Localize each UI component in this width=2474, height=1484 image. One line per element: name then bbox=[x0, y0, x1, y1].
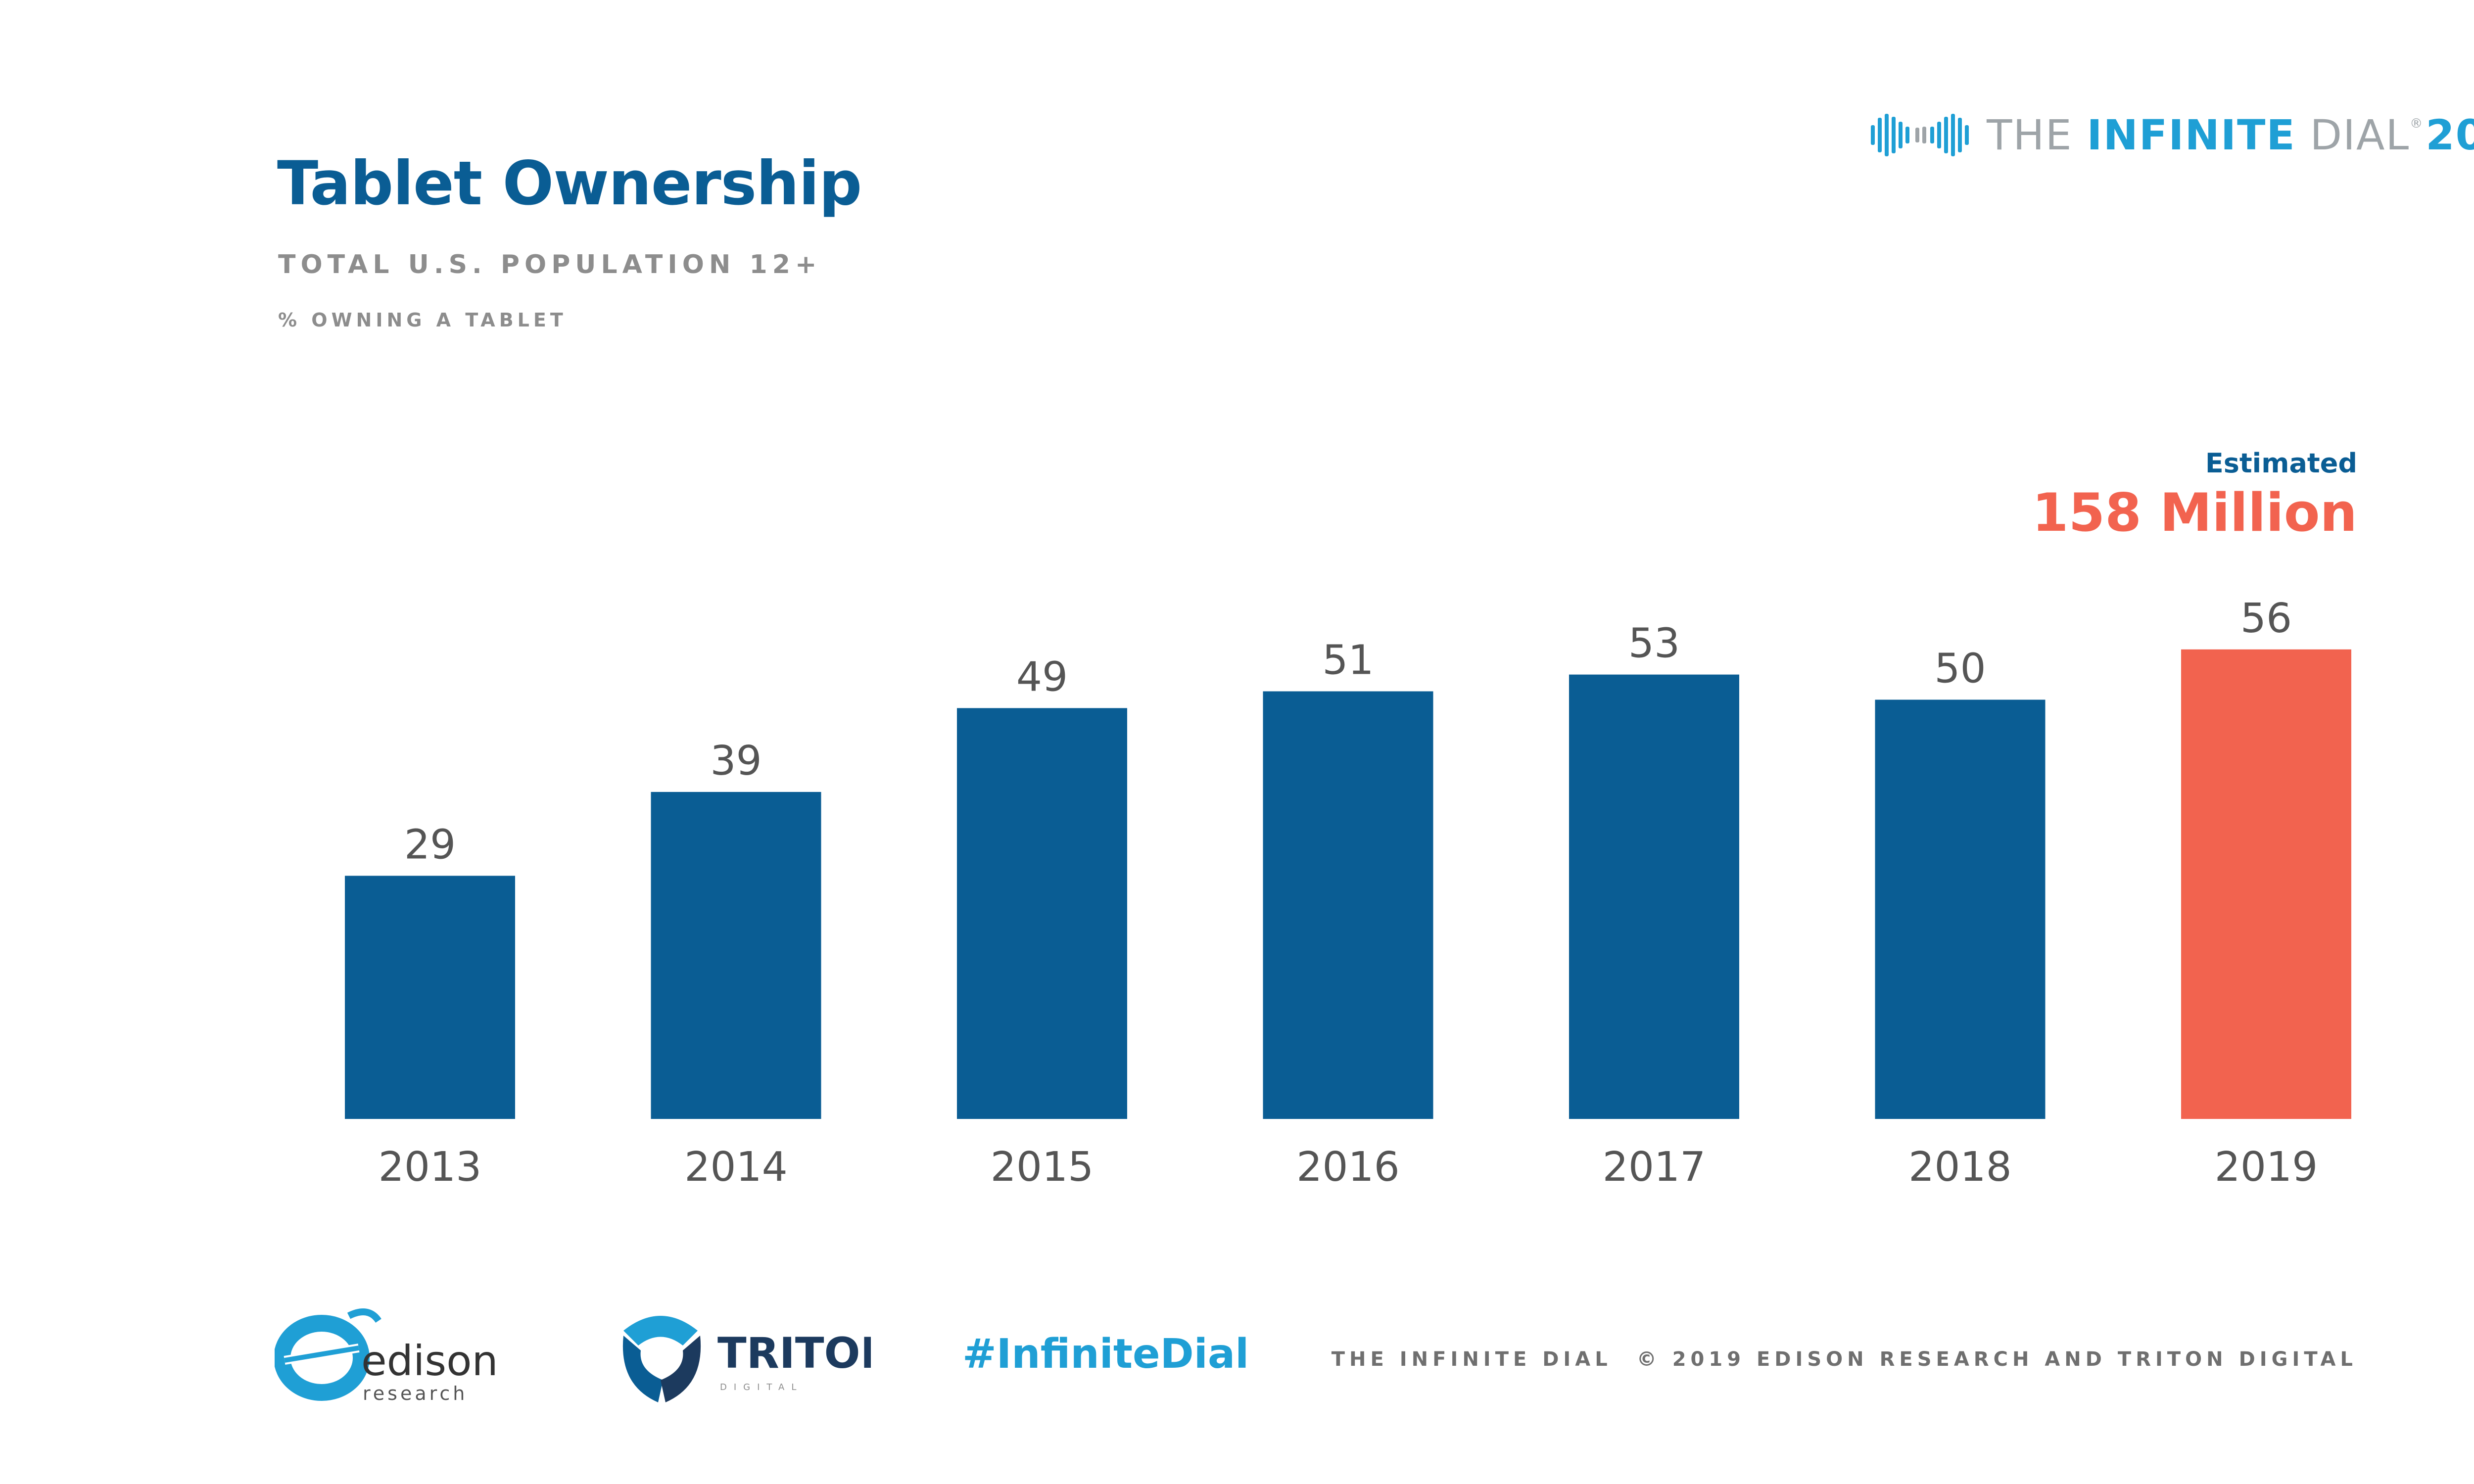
edison-research-logo: edison research bbox=[275, 1308, 498, 1404]
brand-registered-mark: ® bbox=[2410, 116, 2424, 131]
brand-prefix: THE bbox=[1987, 111, 2087, 159]
tick-label-2017: 2017 bbox=[1603, 1144, 1706, 1191]
value-label-2018: 50 bbox=[1934, 646, 1986, 693]
infinite-dial-logo-icon bbox=[1871, 114, 1969, 156]
tick-label-2016: 2016 bbox=[1296, 1144, 1400, 1191]
brand-suffix: DIAL bbox=[2295, 111, 2410, 159]
metric-label: % OWNING A TABLET bbox=[278, 309, 567, 331]
infinite-dial-brand: THE INFINITE DIAL®2019 bbox=[1868, 108, 2474, 162]
page-title: Tablet Ownership bbox=[277, 148, 862, 219]
bar-2019 bbox=[2181, 649, 2351, 1119]
dial-label: THE INFINITE DIAL bbox=[1331, 1348, 1612, 1371]
estimate-label: Estimated bbox=[2205, 448, 2357, 479]
tick-label-2013: 2013 bbox=[379, 1144, 482, 1191]
edison-sub: research bbox=[363, 1383, 468, 1404]
bar-2018 bbox=[1875, 699, 2046, 1119]
bar-2015 bbox=[957, 708, 1127, 1119]
tick-label-2014: 2014 bbox=[684, 1144, 788, 1191]
hashtag: #InfiniteDial bbox=[962, 1331, 1249, 1378]
copyright: THE INFINITE DIAL © 2019 EDISON RESEARCH … bbox=[1332, 1348, 2357, 1371]
bar-2013 bbox=[345, 876, 515, 1119]
brand-highlight: INFINITE bbox=[2087, 111, 2296, 159]
triton-name: TRITON bbox=[717, 1329, 871, 1378]
tick-label-2019: 2019 bbox=[2215, 1144, 2318, 1191]
triton-digital-logo: TRITON DIGITAL bbox=[622, 1316, 871, 1402]
infinite-dial-wordmark: THE INFINITE DIAL®2019 bbox=[1987, 111, 2474, 159]
triton-sub: DIGITAL bbox=[720, 1382, 803, 1392]
edison-name: edison bbox=[361, 1337, 498, 1385]
value-label-2019: 56 bbox=[2240, 595, 2292, 642]
value-label-2015: 49 bbox=[1016, 653, 1068, 700]
tick-label-2018: 2018 bbox=[1908, 1144, 2012, 1191]
brand-year: 2019 bbox=[2426, 111, 2474, 159]
bars-group: 29 2013 39 2014 49 2015 51 2016 53 2017 50 2018 56 20… bbox=[345, 595, 2351, 1191]
value-label-2013: 29 bbox=[404, 821, 456, 868]
bar-2017 bbox=[1569, 674, 1739, 1119]
value-label-2017: 53 bbox=[1628, 620, 1680, 667]
bar-2014 bbox=[651, 791, 821, 1119]
value-label-2016: 51 bbox=[1322, 637, 1374, 684]
estimate-value: 158 Million bbox=[2032, 482, 2357, 543]
bar-2016 bbox=[1263, 691, 1433, 1119]
tick-label-2015: 2015 bbox=[991, 1144, 1094, 1191]
page-subtitle: TOTAL U.S. POPULATION 12+ bbox=[278, 250, 822, 279]
copyright-text: © 2019 EDISON RESEARCH AND TRITON DIGITA… bbox=[1636, 1348, 2357, 1371]
value-label-2014: 39 bbox=[710, 738, 761, 785]
